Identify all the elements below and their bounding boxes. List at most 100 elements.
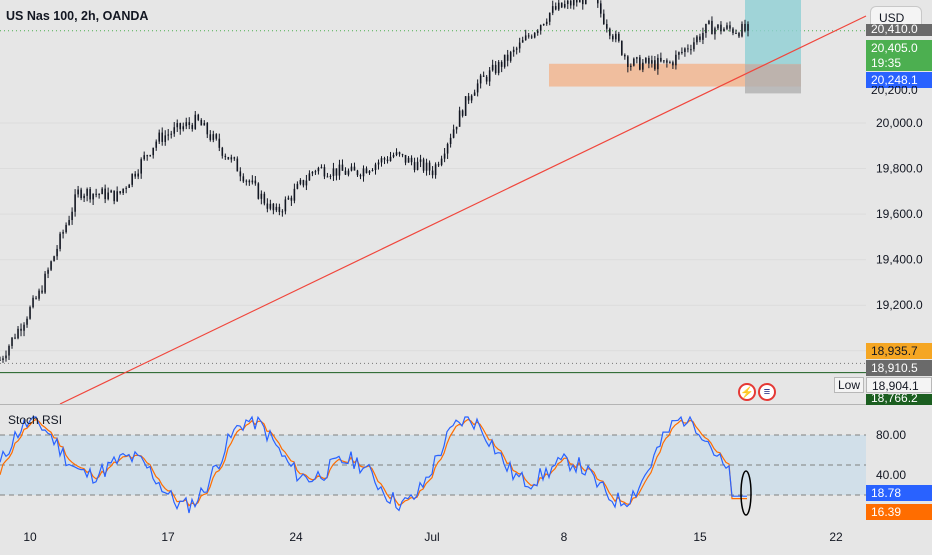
- candle-body: [744, 23, 746, 31]
- candle-body: [146, 155, 148, 157]
- candle-body: [29, 307, 31, 319]
- candle-body: [630, 65, 632, 67]
- stoch-rsi-pane[interactable]: 80.00 40.00: [0, 405, 932, 525]
- candle-body: [374, 164, 377, 170]
- stoch-rsi-chart[interactable]: 80.00 40.00: [0, 405, 932, 525]
- candle-body: [2, 358, 4, 360]
- candle-body: [230, 157, 233, 160]
- candle-body: [341, 164, 344, 171]
- candle-body: [86, 189, 88, 196]
- candle-body: [50, 261, 52, 270]
- candle-body: [125, 187, 127, 189]
- candle-body: [464, 96, 467, 116]
- candle-body: [410, 157, 413, 163]
- price-tag-level-1: 18,935.7: [866, 343, 932, 359]
- candle-body: [512, 49, 515, 53]
- candle-body: [74, 194, 76, 212]
- candle-body: [23, 324, 25, 331]
- lightning-icon[interactable]: ⚡: [738, 383, 756, 401]
- candle-body: [287, 197, 290, 200]
- candle-body: [338, 164, 341, 176]
- candle-body: [362, 168, 365, 177]
- candle-body: [278, 206, 281, 212]
- candle-body: [209, 134, 212, 140]
- candle-body: [560, 2, 563, 8]
- candle-body: [185, 122, 188, 127]
- candle-body: [569, 0, 572, 6]
- candle-body: [266, 203, 269, 209]
- price-axis-label: 20,000.0: [876, 116, 923, 130]
- candle-body: [726, 25, 728, 29]
- candle-body: [741, 23, 743, 37]
- candle-body: [104, 188, 106, 200]
- candle-body: [77, 189, 79, 195]
- candle-body: [639, 57, 641, 70]
- candle-body: [479, 75, 482, 84]
- candle-body: [612, 35, 614, 40]
- time-axis-label: 15: [693, 530, 707, 544]
- candle-body: [377, 162, 380, 165]
- price-chart-pane[interactable]: 20,000.0 19,800.0 19,600.0 19,400.0 19,200.0…: [0, 0, 932, 405]
- candle-body: [113, 190, 115, 202]
- candle-body: [678, 52, 680, 55]
- candle-body: [257, 183, 260, 199]
- candle-body: [515, 48, 518, 50]
- candle-body: [89, 189, 91, 200]
- candle-body: [20, 328, 22, 331]
- candle-body: [71, 211, 73, 221]
- candle-body: [651, 60, 653, 64]
- candle-body: [383, 158, 386, 160]
- us-flag-icon[interactable]: ≡: [758, 383, 776, 401]
- candle-body: [188, 122, 191, 125]
- candle-body: [663, 60, 665, 62]
- candle-body: [428, 162, 431, 171]
- candle-body: [218, 138, 221, 148]
- candle-body: [134, 173, 136, 177]
- candle-body: [137, 173, 139, 177]
- candle-body: [254, 180, 257, 184]
- candle-body: [618, 33, 620, 41]
- candle-body: [557, 2, 560, 10]
- candle-body: [584, 0, 587, 5]
- candle-body: [389, 156, 392, 162]
- candle-body: [386, 159, 389, 162]
- candle-body: [308, 173, 311, 181]
- candle-body: [503, 54, 506, 67]
- candle-body: [311, 171, 314, 174]
- price-chart[interactable]: 20,000.0 19,800.0 19,600.0 19,400.0 19,200.0…: [0, 0, 932, 405]
- candle-body: [581, 0, 584, 5]
- candle-body: [518, 42, 521, 49]
- pane-divider[interactable]: [0, 404, 932, 405]
- candle-body: [705, 23, 707, 34]
- candle-body: [5, 355, 7, 359]
- candle-body: [530, 36, 533, 38]
- candle-body: [473, 92, 476, 96]
- candle-body: [708, 20, 710, 24]
- price-tag-level-2: 18,910.5: [866, 360, 932, 376]
- candle-body: [729, 25, 731, 29]
- symbol-legend[interactable]: US Nas 100, 2h, OANDA: [6, 9, 149, 23]
- candle-body: [200, 119, 203, 126]
- profit-zone: [745, 0, 801, 65]
- candle-body: [164, 135, 167, 142]
- stoch-rsi-title[interactable]: Stoch RSI: [8, 413, 63, 427]
- candle-body: [275, 206, 278, 211]
- candle-body: [458, 110, 461, 127]
- low-label[interactable]: Low: [834, 377, 864, 393]
- price-axis-label: 19,400.0: [876, 253, 923, 267]
- candle-body: [545, 21, 548, 24]
- candle-body: [62, 232, 64, 234]
- candle-body: [143, 155, 145, 160]
- candle-body: [83, 195, 85, 199]
- candle-body: [347, 170, 350, 175]
- candle-body: [0, 359, 1, 361]
- stoch-rsi-d-line: [0, 418, 747, 507]
- time-axis[interactable]: 10 17 24 Jul 8 15 22: [0, 525, 932, 550]
- candle-body: [563, 4, 566, 8]
- candle-body: [566, 0, 569, 5]
- loss-zone: [745, 64, 801, 94]
- candle-body: [675, 54, 677, 66]
- candle-body: [59, 233, 61, 249]
- candle-body: [272, 203, 275, 211]
- candle-body: [645, 58, 647, 63]
